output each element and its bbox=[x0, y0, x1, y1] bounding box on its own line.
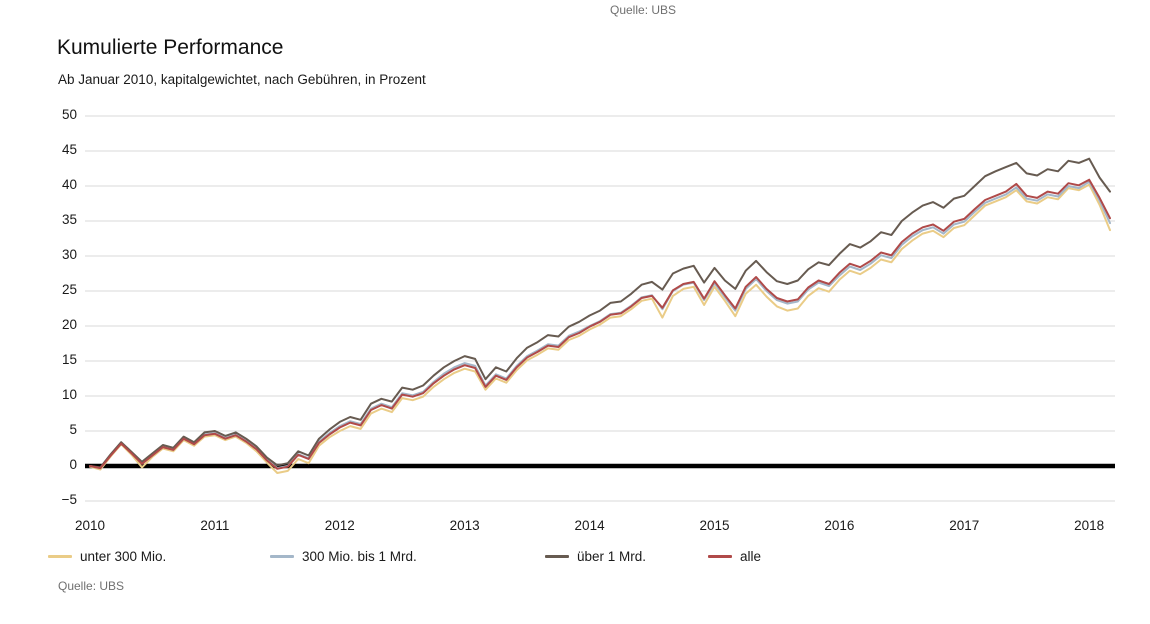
x-axis-label: 2012 bbox=[324, 518, 355, 533]
y-axis-label: 15 bbox=[61, 352, 77, 367]
legend-label: alle bbox=[740, 549, 762, 564]
x-axis-label: 2014 bbox=[574, 518, 605, 533]
y-axis-label: 10 bbox=[61, 387, 77, 402]
y-axis-label: 30 bbox=[61, 247, 77, 262]
y-axis-label: −5 bbox=[61, 492, 77, 507]
x-axis-label: 2013 bbox=[449, 518, 480, 533]
legend-label: unter 300 Mio. bbox=[80, 549, 167, 564]
legend-item-ber-1-mrd: über 1 Mrd. bbox=[545, 549, 646, 564]
legend-item-alle: alle bbox=[708, 549, 761, 564]
legend-swatch bbox=[48, 555, 72, 558]
x-axis-label: 2017 bbox=[949, 518, 980, 533]
legend-item-300-mio-bis-1-mrd: 300 Mio. bis 1 Mrd. bbox=[270, 549, 417, 564]
x-axis-label: 2018 bbox=[1074, 518, 1105, 533]
source-label-top: Quelle: UBS bbox=[610, 3, 677, 17]
legend-item-unter-300-mio: unter 300 Mio. bbox=[48, 549, 166, 564]
legend-label: 300 Mio. bis 1 Mrd. bbox=[302, 549, 417, 564]
x-axis-label: 2016 bbox=[824, 518, 855, 533]
y-axis-label: 5 bbox=[69, 422, 77, 437]
y-axis-label: 50 bbox=[61, 107, 77, 122]
y-axis-label: 45 bbox=[61, 142, 77, 157]
legend-label: über 1 Mrd. bbox=[577, 549, 647, 564]
y-axis-label: 20 bbox=[61, 317, 77, 332]
y-axis-label: 35 bbox=[61, 212, 77, 227]
x-axis-label: 2011 bbox=[200, 518, 230, 533]
series-line-alle bbox=[89, 178, 1111, 470]
y-axis-label: 25 bbox=[61, 282, 77, 297]
series-line-unter-300-mio bbox=[89, 183, 1111, 474]
legend-swatch bbox=[708, 555, 732, 558]
y-axis-label: 0 bbox=[69, 457, 77, 472]
chart-title: Kumulierte Performance bbox=[57, 36, 284, 59]
x-axis-label: 2015 bbox=[699, 518, 730, 533]
y-axis-label: 40 bbox=[61, 177, 77, 192]
source-label-bottom: Quelle: UBS bbox=[58, 579, 125, 593]
x-axis-label: 2010 bbox=[74, 518, 106, 533]
legend-swatch bbox=[270, 555, 294, 558]
legend-swatch bbox=[545, 555, 569, 558]
chart-subtitle: Ab Januar 2010, kapitalgewichtet, nach G… bbox=[58, 72, 426, 87]
series-line-ber-1-mrd bbox=[89, 157, 1111, 469]
